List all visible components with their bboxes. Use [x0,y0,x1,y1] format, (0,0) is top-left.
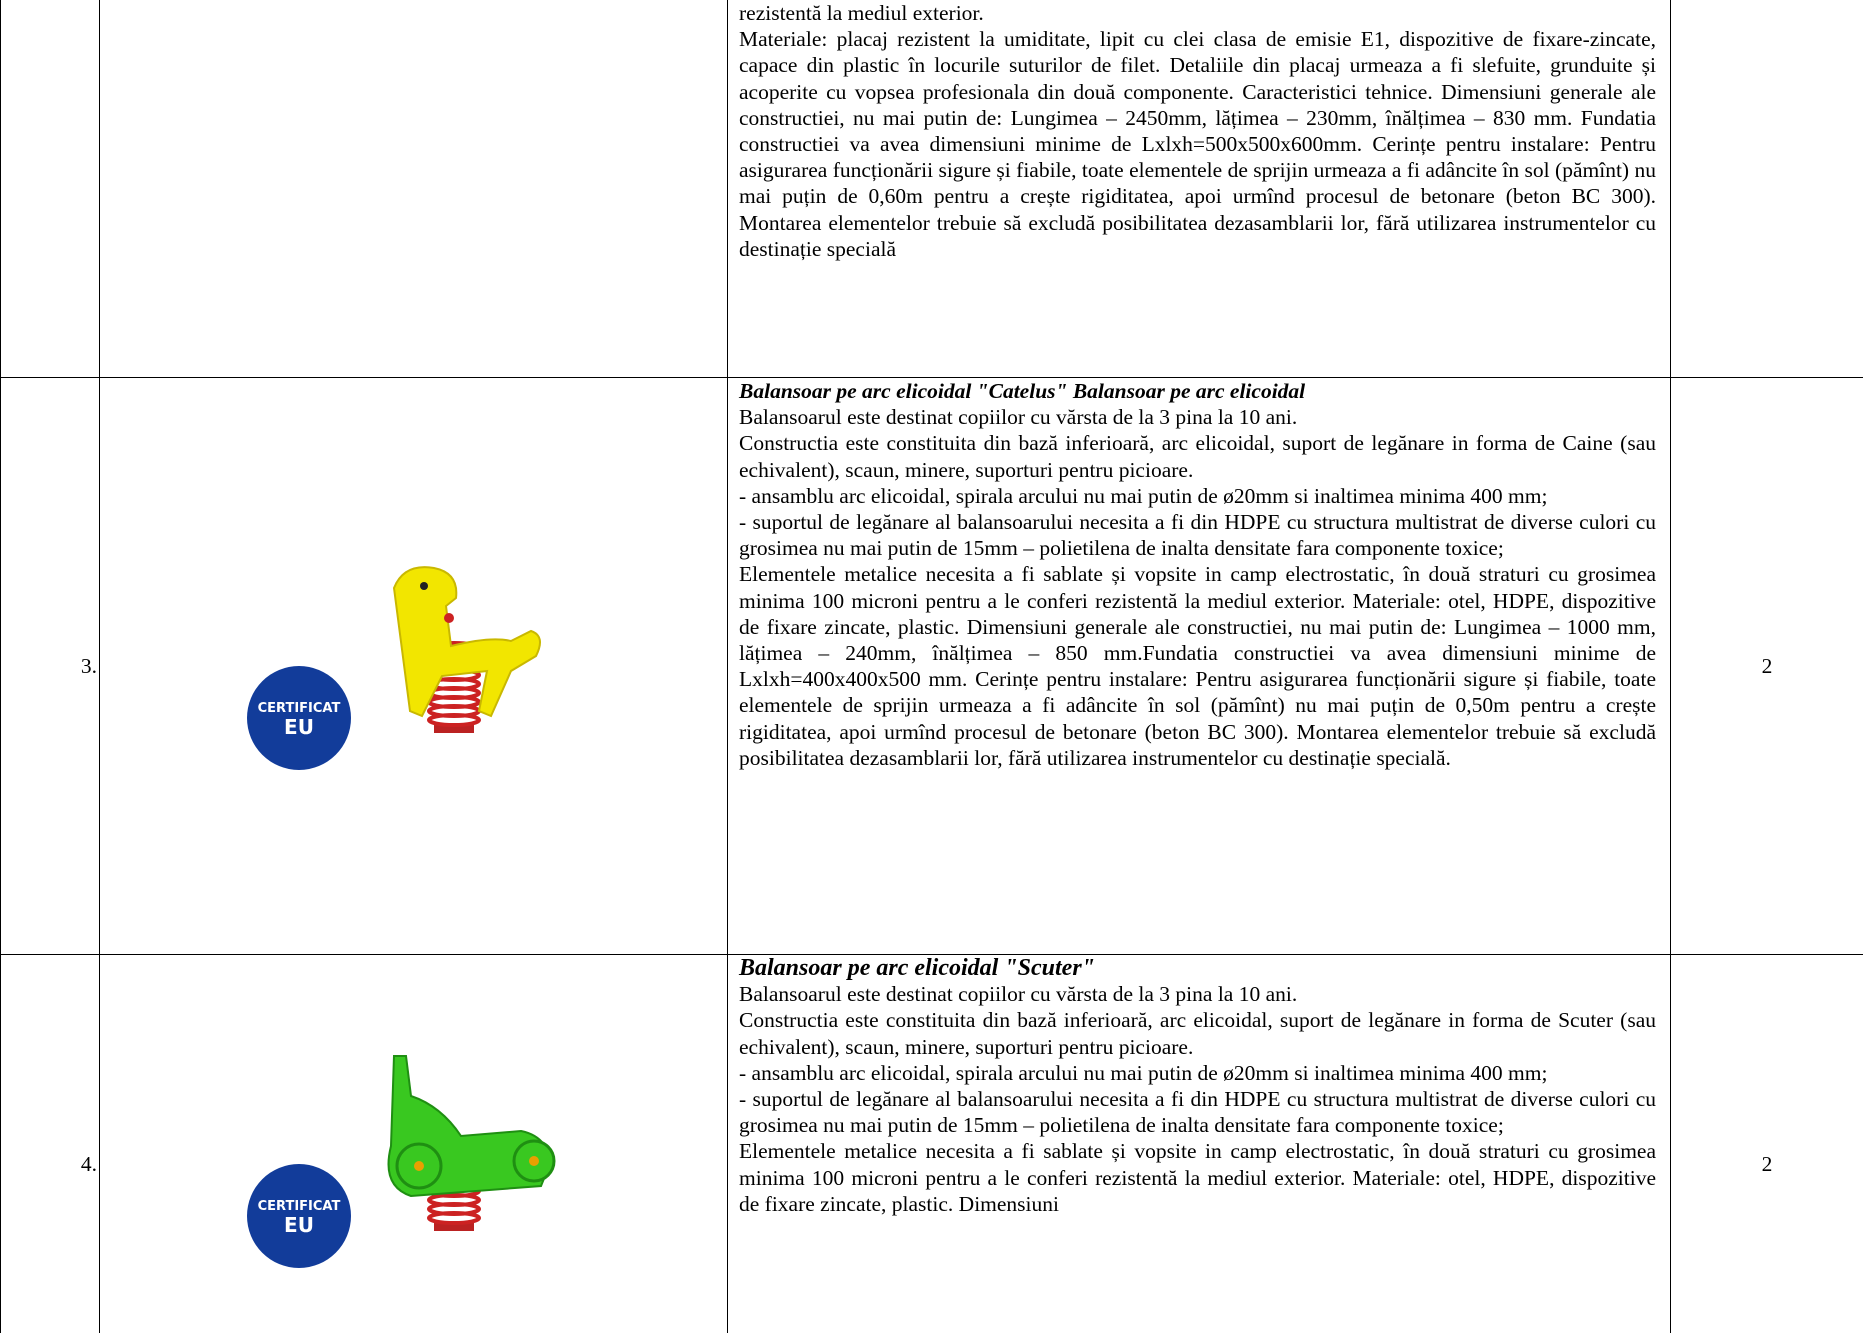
product-illustration: CERTIFICAT EU [246,566,541,770]
paragraph: Elementele metalice necesita a fi sablat… [739,562,1656,770]
number-cell: 3. [0,377,100,955]
paragraph: Constructia este constituita din bază in… [739,431,1656,482]
table-row: 3. CERTIFICAT EU Balansoar pe arc elicoi… [0,377,1863,955]
description-cell: Balansoar pe arc elicoidal "Scuter" Balan… [727,954,1671,1333]
product-image: CERTIFICAT EU [100,1046,727,1282]
base [433,1221,474,1232]
paragraph: - ansamblu arc elicoidal, spirala arculu… [739,1060,1548,1085]
toy [387,1055,555,1198]
paragraph: - suportul de legănare al balansoarului … [739,510,1656,561]
badge [246,665,351,770]
paragraph: Constructia este constituita din bază in… [739,1008,1656,1059]
row-number: 4. [80,1152,97,1177]
badge-text: EU [284,1213,314,1237]
number-cell [0,0,100,378]
product-title: Balansoar pe arc elicoidal "Catelus" Bal… [739,379,1306,403]
quantity-cell: 2 [1670,377,1863,955]
paragraph: Balansoarul este destinat copiilor cu vă… [739,982,1298,1007]
quantity-cell [1670,0,1863,378]
image-cell: CERTIFICAT EU [99,954,728,1333]
description-cell: rezistentă la mediul exterior. Materiale:… [727,0,1671,378]
paragraph: Elementele metalice necesita a fi sablat… [739,1139,1656,1216]
paragraph: Balansoarul este destinat copiilor cu vă… [739,405,1298,430]
paragraph: rezistentă la mediul exterior. [739,1,984,25]
quantity: 2 [1761,1152,1773,1177]
product-image: CERTIFICAT EU [100,548,727,784]
image-cell [99,0,728,378]
description-cell: Balansoar pe arc elicoidal "Catelus" Bal… [727,377,1671,955]
toy [392,566,541,718]
row-number: 3. [80,653,97,678]
base [433,722,474,733]
paragraph: - ansamblu arc elicoidal, spirala arculu… [739,483,1548,508]
number-cell: 4. [0,954,100,1333]
badge [246,1164,351,1269]
quantity-cell: 2 [1670,954,1863,1333]
paragraph: Materiale: placaj rezistent la umiditate… [739,27,1656,261]
image-cell: CERTIFICAT EU [99,377,728,955]
product-illustration: CERTIFICAT EU [246,1055,555,1269]
badge-text: CERTIFICAT [257,1199,340,1214]
product-title: Balansoar pe arc elicoidal "Scuter" [739,955,1095,981]
quantity: 2 [1761,653,1773,678]
table-row: rezistentă la mediul exterior. Materiale:… [0,0,1863,378]
paragraph: - suportul de legănare al balansoarului … [739,1087,1656,1138]
badge-text: CERTIFICAT [257,701,340,716]
table-row: 4. CERTIFICAT EU Balansoar pe arc elicoi… [0,954,1863,1333]
badge-text: EU [284,715,314,739]
